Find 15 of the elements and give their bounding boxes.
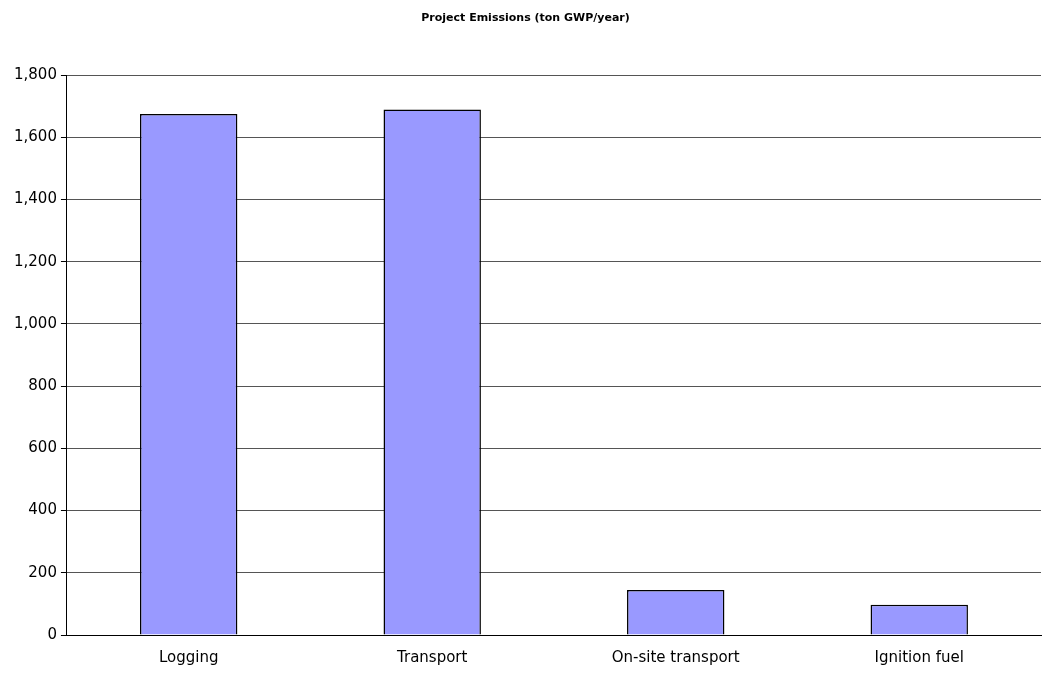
chart-title: Project Emissions (ton GWP/year) [421,11,630,25]
y-tick-label: 800 [28,376,57,395]
y-tick-label: 1,800 [13,65,57,84]
x-tick-label: Ignition fuel [874,647,964,666]
y-tick-label: 0 [47,624,57,643]
y-tick-label: 1,400 [13,189,57,208]
x-tick-label: On-site transport [611,647,740,666]
y-tick-label: 1,200 [13,251,57,270]
y-tick-label: 1,600 [13,127,57,146]
y-tick-label: 600 [28,438,57,457]
x-tick-label: Transport [396,647,468,666]
y-tick-label: 400 [28,500,57,519]
y-tick-label: 200 [28,562,57,581]
y-tick-label: 1,000 [13,313,57,332]
x-tick-label: Logging [158,647,219,666]
